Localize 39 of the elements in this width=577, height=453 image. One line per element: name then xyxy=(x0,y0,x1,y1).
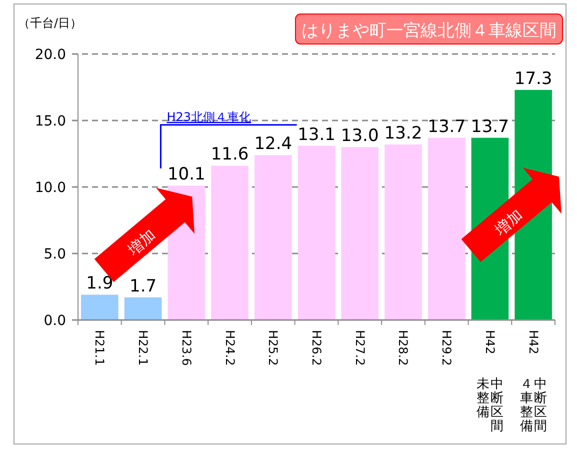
data-label: 1.7 xyxy=(130,276,157,296)
bar xyxy=(81,294,118,320)
x-tick-label: H23.6 xyxy=(179,330,194,366)
data-label: 13.0 xyxy=(340,126,379,146)
y-tick-label: 5.0 xyxy=(44,246,66,262)
bar xyxy=(341,147,379,320)
data-label: 13.7 xyxy=(471,116,509,137)
data-label: 1.9 xyxy=(86,274,114,294)
data-label: 10.1 xyxy=(167,164,206,185)
x-tick-label: H21.1 xyxy=(92,330,107,366)
category-label: H42 中断区間未整備 xyxy=(476,330,504,434)
category-label: H42 中断区間４車整備 xyxy=(520,330,547,434)
y-axis-title: （千台/日） xyxy=(18,16,82,30)
annotation: 増加 xyxy=(124,226,159,260)
data-label: 12.4 xyxy=(254,134,292,154)
data-label: 13.2 xyxy=(384,123,422,144)
data-label: 13.1 xyxy=(298,124,336,145)
x-tick-label: H22.1 xyxy=(136,330,150,366)
data-label: 11.6 xyxy=(210,144,249,165)
bar xyxy=(124,297,162,320)
bar xyxy=(211,166,248,320)
x-tick-label: H25.2 xyxy=(266,330,280,366)
y-tick-label: 15.0 xyxy=(34,114,66,130)
bar xyxy=(298,146,336,320)
bar xyxy=(384,144,422,320)
y-tick-label: 20.0 xyxy=(34,47,66,63)
x-tick-label: H29.2 xyxy=(440,330,454,366)
x-tick-label: H26.2 xyxy=(310,330,324,366)
data-label: 17.3 xyxy=(514,68,552,89)
chart-title: はりまや町一宮線北側４車線区間 xyxy=(302,21,556,41)
x-tick-label: H28.2 xyxy=(396,330,410,366)
x-tick-label: H24.2 xyxy=(222,330,237,366)
data-label: 13.7 xyxy=(428,116,466,137)
annotation: H23北側４車化 xyxy=(166,110,252,124)
y-tick-label: 10.0 xyxy=(34,180,66,196)
bar xyxy=(254,155,292,320)
y-tick-label: 0.0 xyxy=(44,313,66,329)
annotation: 増加 xyxy=(490,206,526,240)
x-tick-label: H27.2 xyxy=(352,330,367,366)
